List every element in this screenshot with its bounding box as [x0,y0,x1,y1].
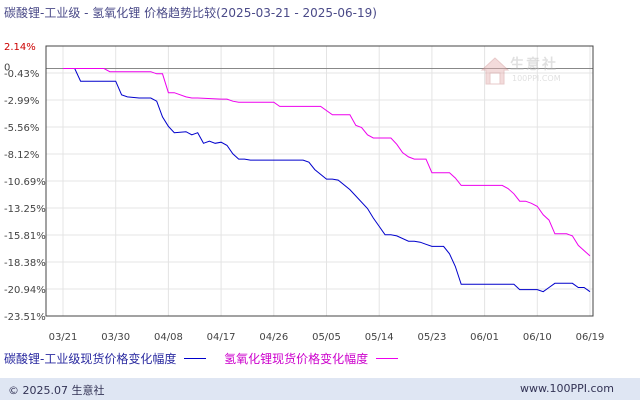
legend-swatch-lithium-hydroxide [376,358,399,359]
y-tick-label: -20.94% [4,285,46,296]
y-tick-label: -5.56% [4,123,39,134]
legend-swatch-lithium-carbonate [184,358,207,359]
legend-label-lithium-carbonate: 碳酸锂-工业级现货价格变化幅度 [4,352,177,366]
chart-canvas: 2.14% -0.43% -2.99% -5.56% -8.12% -10.69% -13.… [4,42,605,343]
x-tick-label: 06/01 [470,332,499,343]
site-link[interactable]: www.100PPI.com [520,382,614,395]
y-tick-label: -13.25% [4,204,46,215]
y-tick-label: -2.99% [4,96,39,107]
x-tick-label: 03/30 [101,332,130,343]
y-tick-label: -18.38% [4,258,46,269]
x-tick-label: 03/21 [49,332,78,343]
house-icon [480,57,510,85]
series-line-lithium-carbonate [63,68,591,293]
x-tick-label: 06/10 [523,332,552,343]
legend-label-lithium-hydroxide: 氢氧化锂现货价格变化幅度 [224,352,369,366]
chart-title: 碳酸锂-工业级 - 氢氧化锂 价格趋势比较(2025-03-21 - 2025-… [4,6,377,20]
y-tick-label: -0.43% [4,69,39,80]
watermark-text: 生意社 [510,57,558,73]
x-tick-label: 06/19 [576,332,605,343]
y-tick-label: -8.12% [4,150,39,161]
x-tick-label: 04/08 [154,332,183,343]
footer-bar: © 2025.07 生意社 www.100PPI.com [0,378,640,400]
y-tick-label: 2.14% [4,42,36,53]
x-tick-label: 04/17 [207,332,236,343]
legend-item-lithium-carbonate: 碳酸锂-工业级现货价格变化幅度 [4,350,207,367]
x-tick-label: 05/23 [417,332,446,343]
watermark-url: 100PPI.COM [512,74,561,83]
watermark: 生意社 100PPI.COM [480,54,580,94]
x-tick-label: 05/14 [365,332,394,343]
zero-label: 0 [4,63,10,74]
y-tick-label: -23.51% [4,312,46,323]
legend-item-lithium-hydroxide: 氢氧化锂现货价格变化幅度 [224,350,399,367]
x-tick-label: 04/26 [259,332,288,343]
legend: 碳酸锂-工业级现货价格变化幅度 氢氧化锂现货价格变化幅度 [4,350,412,367]
y-tick-label: -10.69% [4,177,46,188]
y-tick-label: -15.81% [4,231,46,242]
series-line-lithium-hydroxide [63,68,591,257]
plot-border [45,45,594,317]
x-tick-label: 05/05 [312,332,341,343]
copyright-text: © 2025.07 生意社 [8,384,105,397]
